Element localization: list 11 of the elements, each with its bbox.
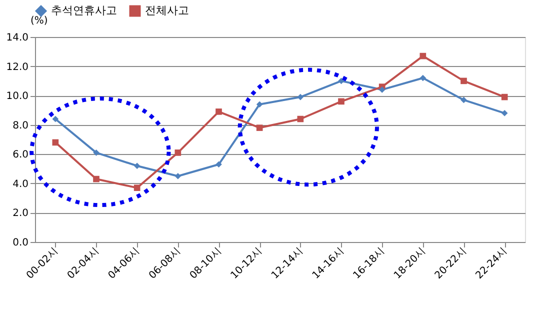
- y-tick-label: 6.0: [12, 150, 28, 161]
- y-tick-label: 14.0: [6, 32, 28, 44]
- legend-label: 전체사고: [145, 4, 189, 17]
- y-tick-label: 8.0: [12, 120, 28, 132]
- y-axis-title: (%): [30, 16, 48, 26]
- y-tick-label: 10.0: [6, 91, 28, 102]
- y-tick-label: 0.0: [12, 238, 28, 248]
- y-tick-label: 12.0: [6, 62, 28, 73]
- y-tick-label: 2.0: [12, 208, 28, 220]
- legend-label: 추석연휴사고: [51, 4, 117, 17]
- y-tick-label: 4.0: [12, 178, 28, 190]
